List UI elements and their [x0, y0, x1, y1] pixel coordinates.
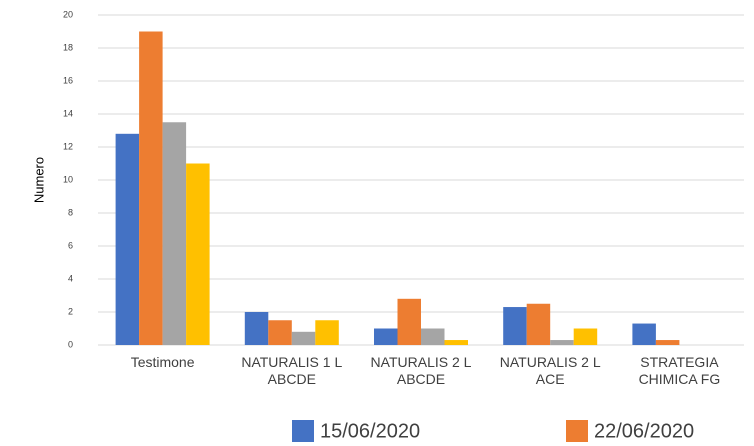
bar	[291, 331, 316, 345]
bar	[268, 320, 292, 345]
bar	[315, 320, 339, 345]
x-tick-label: Testimone	[131, 354, 195, 370]
x-tick-label-line: NATURALIS 1 L	[241, 354, 342, 370]
x-tick-label-line: NATURALIS 2 L	[371, 354, 472, 370]
y-tick-label: 4	[68, 273, 73, 283]
y-tick-label: 2	[68, 306, 73, 316]
y-tick-label: 0	[68, 339, 73, 349]
legend-label: 15/06/2020	[320, 420, 420, 442]
bar	[186, 163, 210, 345]
bar	[374, 328, 398, 345]
bar	[244, 312, 269, 345]
bar	[397, 298, 421, 345]
legend-swatch	[566, 420, 588, 442]
y-tick-label: 8	[68, 207, 73, 217]
bar	[139, 31, 163, 345]
bar	[162, 122, 187, 345]
y-tick-label: 6	[68, 240, 73, 250]
bar	[503, 307, 527, 345]
y-axis-label: Numero	[31, 157, 46, 203]
y-tick-label: 16	[63, 75, 73, 85]
y-tick-label: 12	[63, 141, 73, 151]
legend-swatch	[292, 420, 314, 442]
x-tick-label-line: Testimone	[131, 354, 195, 370]
x-tick-label-line: CHIMICA FG	[639, 371, 721, 387]
x-tick-label-line: STRATEGIA	[640, 354, 719, 370]
x-tick-label: NATURALIS 1 L ABCDE	[241, 354, 342, 387]
x-tick-label-line: ACE	[536, 371, 565, 387]
bar	[526, 303, 551, 345]
y-tick-label: 20	[63, 9, 73, 19]
y-tick-label: 18	[63, 42, 73, 52]
legend-label: 22/06/2020	[594, 420, 694, 442]
bar	[550, 340, 574, 345]
x-tick-label: NATURALIS 2 L ACE	[500, 354, 601, 387]
bar	[655, 340, 680, 345]
bar	[573, 328, 598, 345]
x-tick-label: NATURALIS 2 L ABCDE	[371, 354, 472, 387]
y-tick-label: 10	[63, 174, 73, 184]
x-tick-label-line: ABCDE	[397, 371, 445, 387]
bar	[632, 323, 656, 345]
bar	[444, 340, 468, 345]
bar	[115, 133, 140, 345]
x-tick-label-line: ABCDE	[268, 371, 316, 387]
x-tick-label: STRATEGIA CHIMICA FG	[639, 354, 721, 387]
x-tick-label-line: NATURALIS 2 L	[500, 354, 601, 370]
y-tick-label: 14	[63, 108, 73, 118]
bar	[421, 328, 445, 345]
